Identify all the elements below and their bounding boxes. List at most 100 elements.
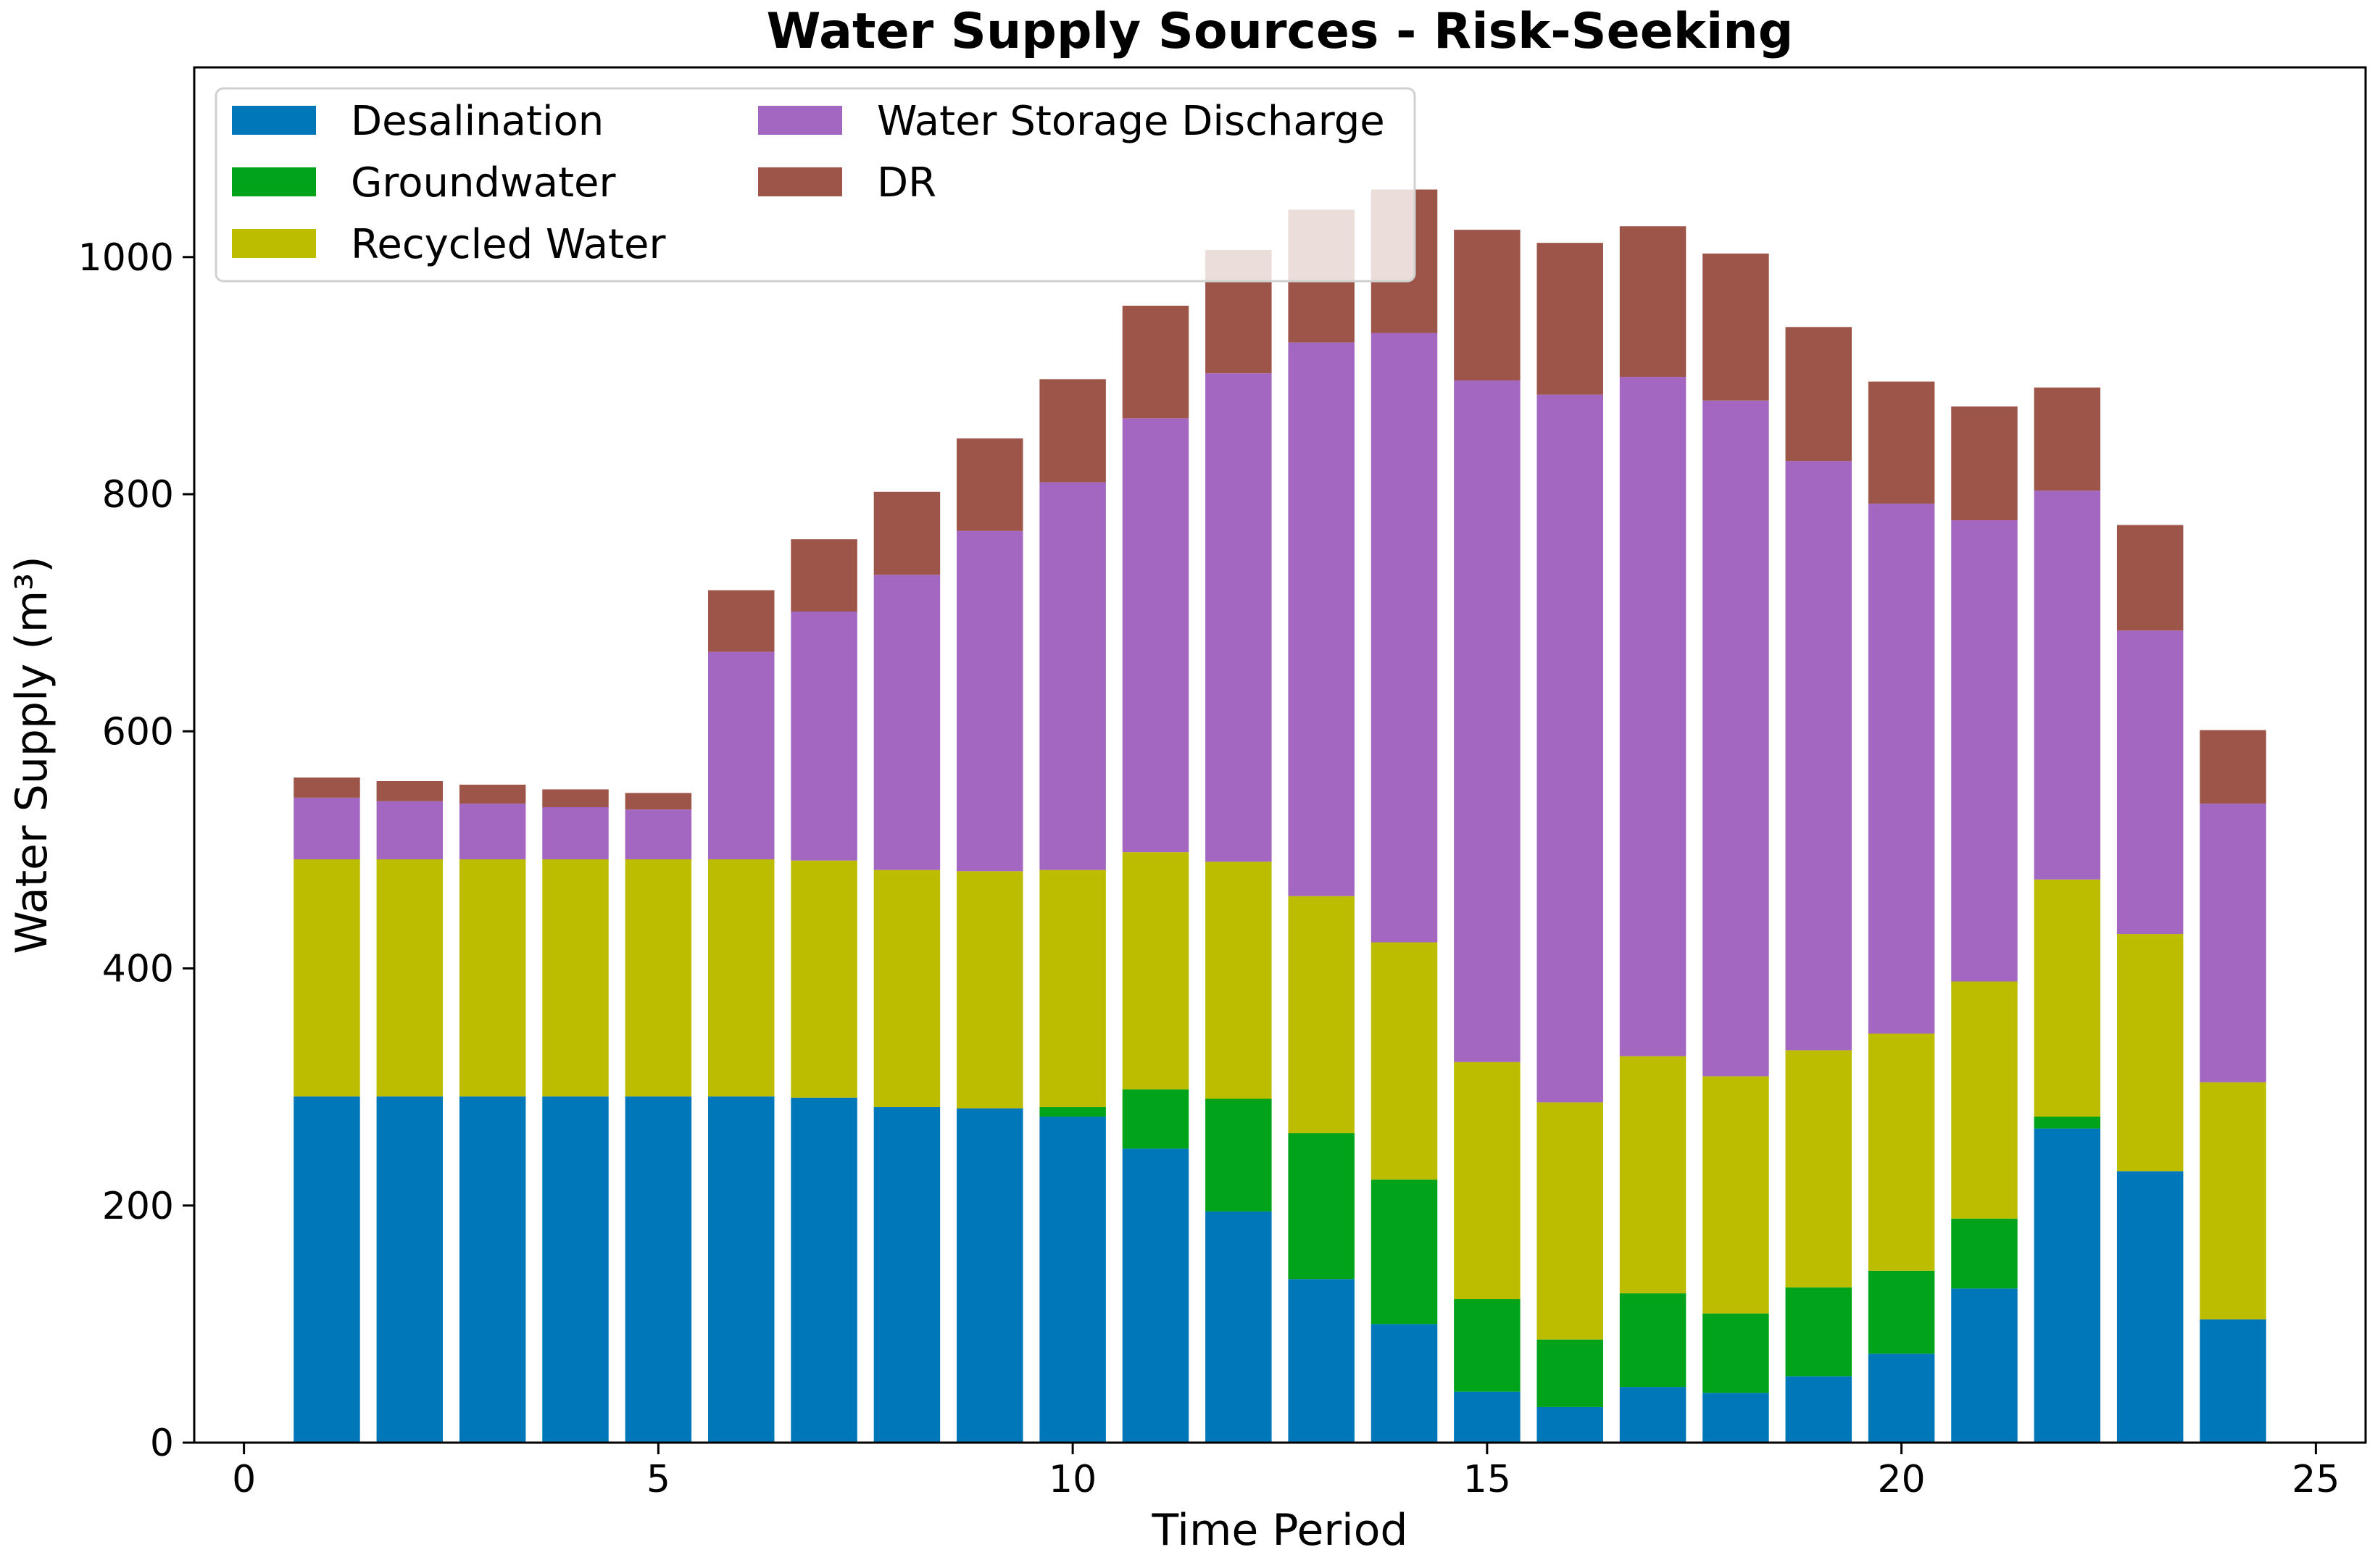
bar-segment xyxy=(2034,1117,2101,1129)
bar-segment xyxy=(625,809,692,859)
y-tick-label: 400 xyxy=(102,948,174,991)
bar-segment xyxy=(1454,1062,1521,1300)
bar-segment xyxy=(1785,327,1852,462)
bar-segment xyxy=(1785,1287,1852,1377)
bar-segment xyxy=(294,797,360,859)
bar-segment xyxy=(376,801,444,859)
y-axis-ticks: 0 200 400 600 800 1000 xyxy=(78,236,194,1465)
bar-segment xyxy=(2200,804,2266,1083)
bar-segment xyxy=(1702,1313,1769,1393)
bar-segment xyxy=(1122,418,1189,853)
legend-label: Water Storage Discharge xyxy=(877,98,1385,145)
bar-segment xyxy=(1039,1106,1106,1117)
bar-segment xyxy=(873,491,941,575)
bars-group xyxy=(294,189,2266,1443)
series-2 xyxy=(294,852,2266,1340)
bar-segment xyxy=(1288,342,1355,896)
bar-segment xyxy=(1951,1288,2018,1443)
legend-label: DR xyxy=(877,159,936,207)
bar-segment xyxy=(1205,373,1272,862)
bar-segment xyxy=(791,539,857,612)
bar-segment xyxy=(2034,1128,2101,1443)
bar-segment xyxy=(1205,1211,1272,1443)
bar-segment xyxy=(1536,1102,1603,1340)
legend-swatch xyxy=(232,167,316,196)
legend-items: Desalination Groundwater Recycled Water Wat… xyxy=(232,98,1385,268)
bar-segment xyxy=(1039,1117,1106,1443)
bar-segment xyxy=(1868,381,1935,504)
bar-segment xyxy=(1785,1050,1852,1288)
x-tick-label: 20 xyxy=(1878,1458,1926,1501)
bar-segment xyxy=(1868,1270,1935,1354)
bar-segment xyxy=(1039,870,1106,1107)
bar-segment xyxy=(1702,400,1769,1077)
bar-segment xyxy=(459,784,526,804)
bar-segment xyxy=(873,870,941,1107)
legend-label: Desalination xyxy=(351,98,604,145)
bar-segment xyxy=(1951,406,2018,521)
bar-segment xyxy=(625,793,692,810)
bar-segment xyxy=(1205,862,1272,1099)
bar-segment xyxy=(1951,520,2018,982)
legend-label: Groundwater xyxy=(351,159,617,207)
bar-segment xyxy=(1702,1076,1769,1314)
bar-segment xyxy=(2200,1319,2266,1443)
bar-segment xyxy=(1868,1033,1935,1271)
y-axis-label: Water Supply (m³) xyxy=(7,556,57,954)
y-tick-label: 800 xyxy=(102,473,174,517)
bar-segment xyxy=(1205,1098,1272,1212)
bar-segment xyxy=(1785,1376,1852,1443)
bar-segment xyxy=(459,804,526,859)
bar-segment xyxy=(1039,482,1106,870)
bar-segment xyxy=(2116,1171,2184,1443)
bar-segment xyxy=(1122,1089,1189,1149)
bar-segment xyxy=(542,1096,609,1443)
bar-segment xyxy=(791,860,857,1098)
bar-segment xyxy=(2200,1082,2266,1319)
bar-segment xyxy=(957,1108,1023,1443)
bar-segment xyxy=(1619,377,1686,1056)
bar-segment xyxy=(1536,1339,1603,1407)
bar-segment xyxy=(707,1096,775,1443)
bar-segment xyxy=(957,530,1023,872)
bar-segment xyxy=(1454,1391,1521,1443)
bar-segment xyxy=(1122,1148,1189,1443)
legend: Desalination Groundwater Recycled Water Wat… xyxy=(215,87,1416,283)
bar-segment xyxy=(542,806,609,859)
bar-segment xyxy=(1288,896,1355,1133)
bar-segment xyxy=(294,777,360,798)
bar-segment xyxy=(1536,394,1603,1103)
bar-segment xyxy=(873,1106,941,1443)
series-3 xyxy=(294,333,2266,1103)
series-0 xyxy=(294,1096,2266,1443)
bar-segment xyxy=(376,1096,444,1443)
x-axis-ticks: 0 5 10 15 20 25 xyxy=(232,1443,2339,1501)
bar-segment xyxy=(707,651,775,859)
bar-segment xyxy=(1039,379,1106,483)
bar-segment xyxy=(791,1097,857,1443)
bar-segment xyxy=(1619,1056,1686,1293)
bar-segment xyxy=(873,575,941,870)
bar-segment xyxy=(707,859,775,1097)
bar-segment xyxy=(1951,1218,2018,1289)
legend-swatch xyxy=(758,167,842,196)
y-tick-label: 0 xyxy=(150,1422,174,1465)
bar-segment xyxy=(957,438,1023,531)
bar-segment xyxy=(957,871,1023,1109)
bar-segment xyxy=(2200,730,2266,804)
bar-segment xyxy=(1702,1393,1769,1443)
bar-segment xyxy=(625,859,692,1097)
x-tick-label: 5 xyxy=(646,1458,670,1501)
bar-segment xyxy=(542,859,609,1097)
bar-segment xyxy=(1868,1354,1935,1443)
bar-segment xyxy=(1122,852,1189,1090)
bar-segment xyxy=(1122,305,1189,419)
bar-segment xyxy=(1288,1279,1355,1443)
y-tick-label: 200 xyxy=(102,1185,174,1228)
bar-segment xyxy=(1702,253,1769,401)
bar-segment xyxy=(1370,1324,1438,1443)
legend-label: Recycled Water xyxy=(351,221,666,268)
bar-segment xyxy=(2034,879,2101,1117)
legend-swatch xyxy=(232,229,316,258)
